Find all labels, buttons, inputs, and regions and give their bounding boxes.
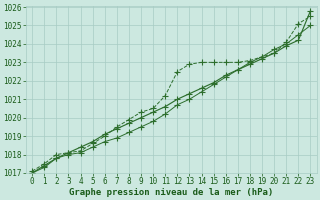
X-axis label: Graphe pression niveau de la mer (hPa): Graphe pression niveau de la mer (hPa) — [69, 188, 274, 197]
